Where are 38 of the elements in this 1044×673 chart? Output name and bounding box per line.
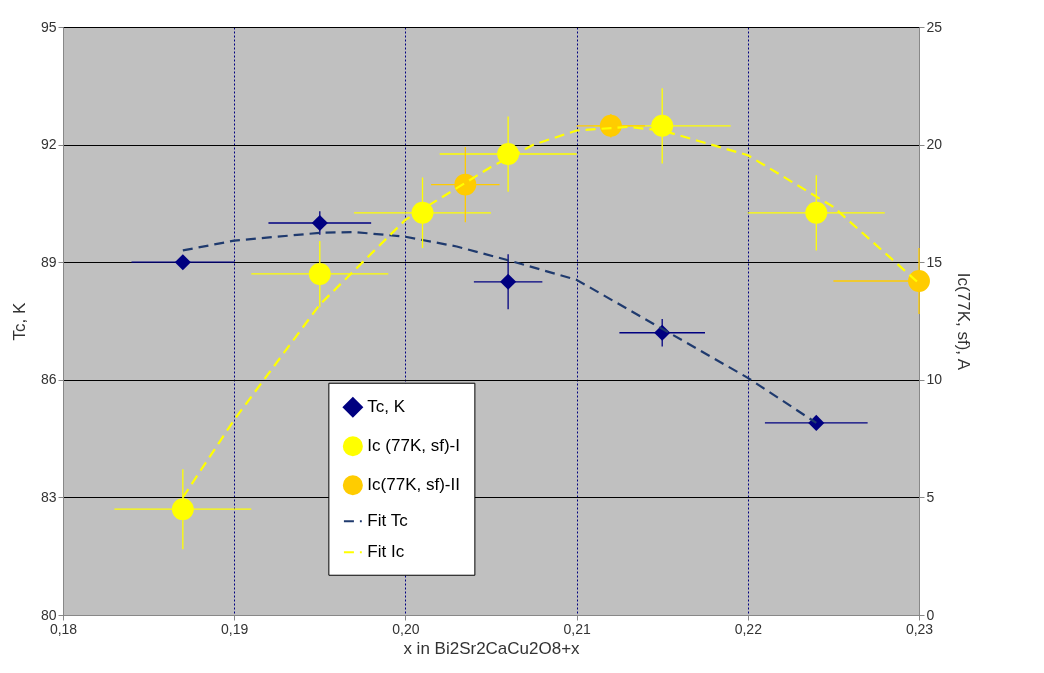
x-tick-label: 0,23 [905, 620, 934, 637]
x-tick-label: 0,18 [49, 620, 78, 637]
point [174, 254, 191, 271]
y-axis-title: Tc, K [9, 301, 29, 341]
point [454, 173, 477, 196]
y-tick-label: 86 [40, 371, 57, 388]
y2-axis-title: Ic(77K, sf), A [954, 272, 974, 371]
legend-label: Fit Ic [367, 542, 405, 562]
x-axis-title: x in Bi2Sr2CaCu2O8+x [403, 638, 581, 658]
y2-tick-label: 25 [926, 18, 943, 35]
point [308, 263, 331, 285]
x-tick-label: 0,22 [734, 620, 763, 637]
point [908, 270, 930, 292]
x-tick-label: 0,19 [221, 620, 249, 637]
point [651, 114, 674, 137]
y-tick-label: 83 [40, 488, 57, 505]
y2-tick-label: 10 [926, 371, 943, 388]
y2-tick-label: 20 [926, 136, 943, 153]
y-tick-label: 95 [40, 18, 57, 35]
point [311, 214, 328, 232]
x-tick-label: 0,20 [392, 620, 420, 637]
point [411, 201, 434, 224]
legend-label: Ic (77K, sf)-I [367, 436, 460, 456]
legend-label: Tc, K [367, 397, 406, 417]
point [500, 273, 517, 290]
point [599, 114, 622, 137]
point [497, 143, 520, 165]
y-tick-label: 92 [40, 136, 57, 153]
y2-tick-label: 15 [926, 253, 943, 270]
y2-tick-label: 5 [926, 488, 935, 505]
legend-label: Fit Tc [367, 511, 409, 531]
y2-tick-label: 0 [926, 606, 935, 623]
point [805, 201, 828, 224]
point [171, 498, 194, 521]
legend-label: Ic(77K, sf)-II [367, 475, 460, 495]
x-tick-label: 0,21 [563, 620, 591, 637]
y-tick-label: 80 [40, 606, 57, 623]
y-tick-label: 89 [40, 253, 57, 270]
